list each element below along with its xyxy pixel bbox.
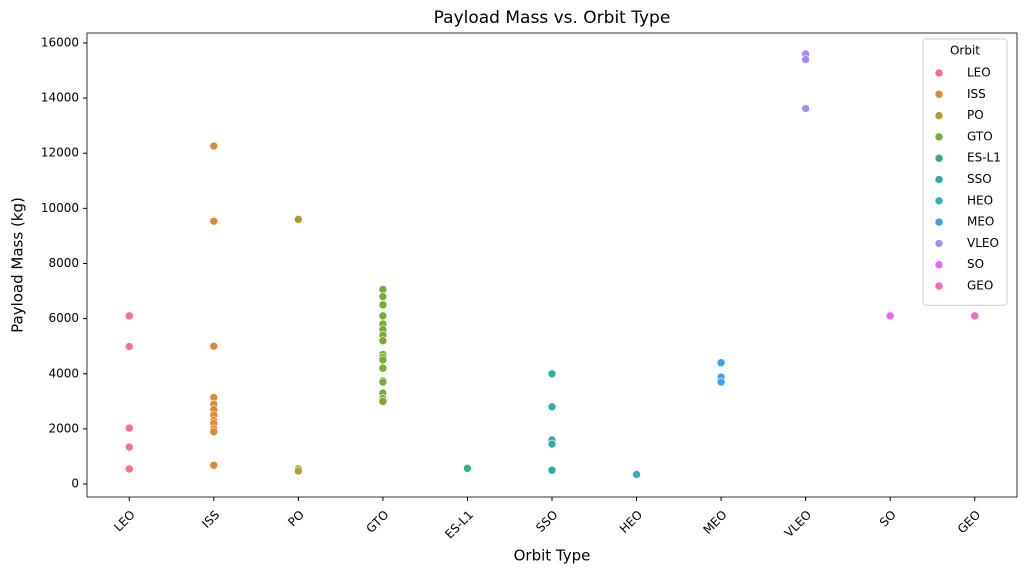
- point: [801, 104, 810, 113]
- point: [378, 355, 388, 365]
- legend-label: ES-L1: [967, 151, 1001, 165]
- legend-label: VLEO: [967, 236, 999, 250]
- point: [547, 465, 557, 475]
- point: [378, 336, 388, 345]
- point: [378, 311, 388, 321]
- x-tick-label: ISS: [199, 508, 222, 531]
- y-tick-label: 0: [71, 477, 79, 491]
- point: [124, 342, 134, 351]
- point: [632, 470, 641, 479]
- point: [124, 464, 134, 474]
- point: [547, 402, 557, 412]
- point: [378, 300, 388, 310]
- chart-title: Payload Mass vs. Orbit Type: [434, 8, 671, 28]
- legend-marker: [934, 281, 944, 291]
- point: [124, 423, 134, 433]
- legend: Orbit LEO ISS PO GTO ES-L1 SSO HEO MEO VLEO SO GEO: [922, 38, 1008, 306]
- legend-marker: [934, 68, 944, 78]
- legend-marker: [934, 260, 944, 270]
- legend-box: [922, 38, 1008, 306]
- y-tick-label: 2000: [48, 421, 79, 435]
- legend-marker: [934, 196, 944, 206]
- point: [209, 460, 219, 470]
- point: [209, 341, 219, 351]
- legend-title: Orbit: [950, 44, 980, 58]
- y-tick-label: 16000: [41, 35, 79, 49]
- legend-label: ISS: [967, 87, 986, 101]
- point: [124, 442, 134, 452]
- x-tick-label: ES-L1: [442, 508, 476, 542]
- legend-marker: [934, 239, 944, 248]
- legend-label: SO: [967, 257, 984, 271]
- y-tick-label: 10000: [41, 201, 79, 215]
- x-tick-label: MEO: [700, 508, 729, 537]
- legend-marker: [934, 90, 944, 99]
- point: [209, 141, 219, 151]
- point: [716, 358, 726, 368]
- legend-marker: [934, 153, 944, 163]
- point: [547, 369, 557, 379]
- legend-marker: [934, 111, 944, 120]
- point: [378, 292, 388, 301]
- point: [801, 55, 810, 64]
- legend-label: LEO: [967, 66, 991, 80]
- legend-marker: [934, 132, 944, 142]
- legend-label: GTO: [967, 129, 993, 143]
- point: [378, 377, 388, 387]
- y-tick-label: 6000: [48, 311, 79, 325]
- point: [378, 363, 388, 373]
- x-axis-label: Orbit Type: [514, 547, 591, 565]
- point: [547, 439, 557, 449]
- legend-label: HEO: [967, 193, 993, 207]
- point: [970, 311, 980, 321]
- point: [378, 397, 388, 406]
- x-tick-label: LEO: [111, 508, 138, 535]
- x-tick-label: PO: [285, 508, 307, 530]
- x-tick-label: GEO: [955, 508, 984, 537]
- point: [294, 466, 303, 476]
- y-tick-label: 4000: [48, 366, 79, 380]
- point: [378, 285, 388, 294]
- point: [209, 427, 219, 436]
- y-tick-label: 8000: [48, 256, 79, 270]
- point: [209, 217, 219, 226]
- x-tick-label: SO: [877, 508, 899, 530]
- x-tick-label: SSO: [533, 508, 560, 535]
- plot-frame: [86, 32, 1018, 498]
- legend-label: PO: [967, 108, 984, 122]
- legend-label: MEO: [967, 215, 994, 229]
- legend-label: SSO: [967, 172, 992, 186]
- point: [885, 311, 895, 321]
- y-axis-label: Payload Mass (kg): [9, 197, 27, 333]
- point: [463, 464, 472, 473]
- y-tick-label: 14000: [41, 91, 79, 105]
- legend-marker: [934, 217, 944, 227]
- x-tick-label: VLEO: [782, 508, 814, 540]
- point: [716, 377, 726, 387]
- y-tick-label: 12000: [41, 146, 79, 160]
- point: [294, 215, 303, 224]
- legend-label: GEO: [967, 279, 993, 293]
- legend-marker: [934, 175, 944, 184]
- point: [124, 311, 134, 321]
- x-tick-label: HEO: [617, 508, 645, 536]
- x-tick-label: GTO: [363, 508, 391, 536]
